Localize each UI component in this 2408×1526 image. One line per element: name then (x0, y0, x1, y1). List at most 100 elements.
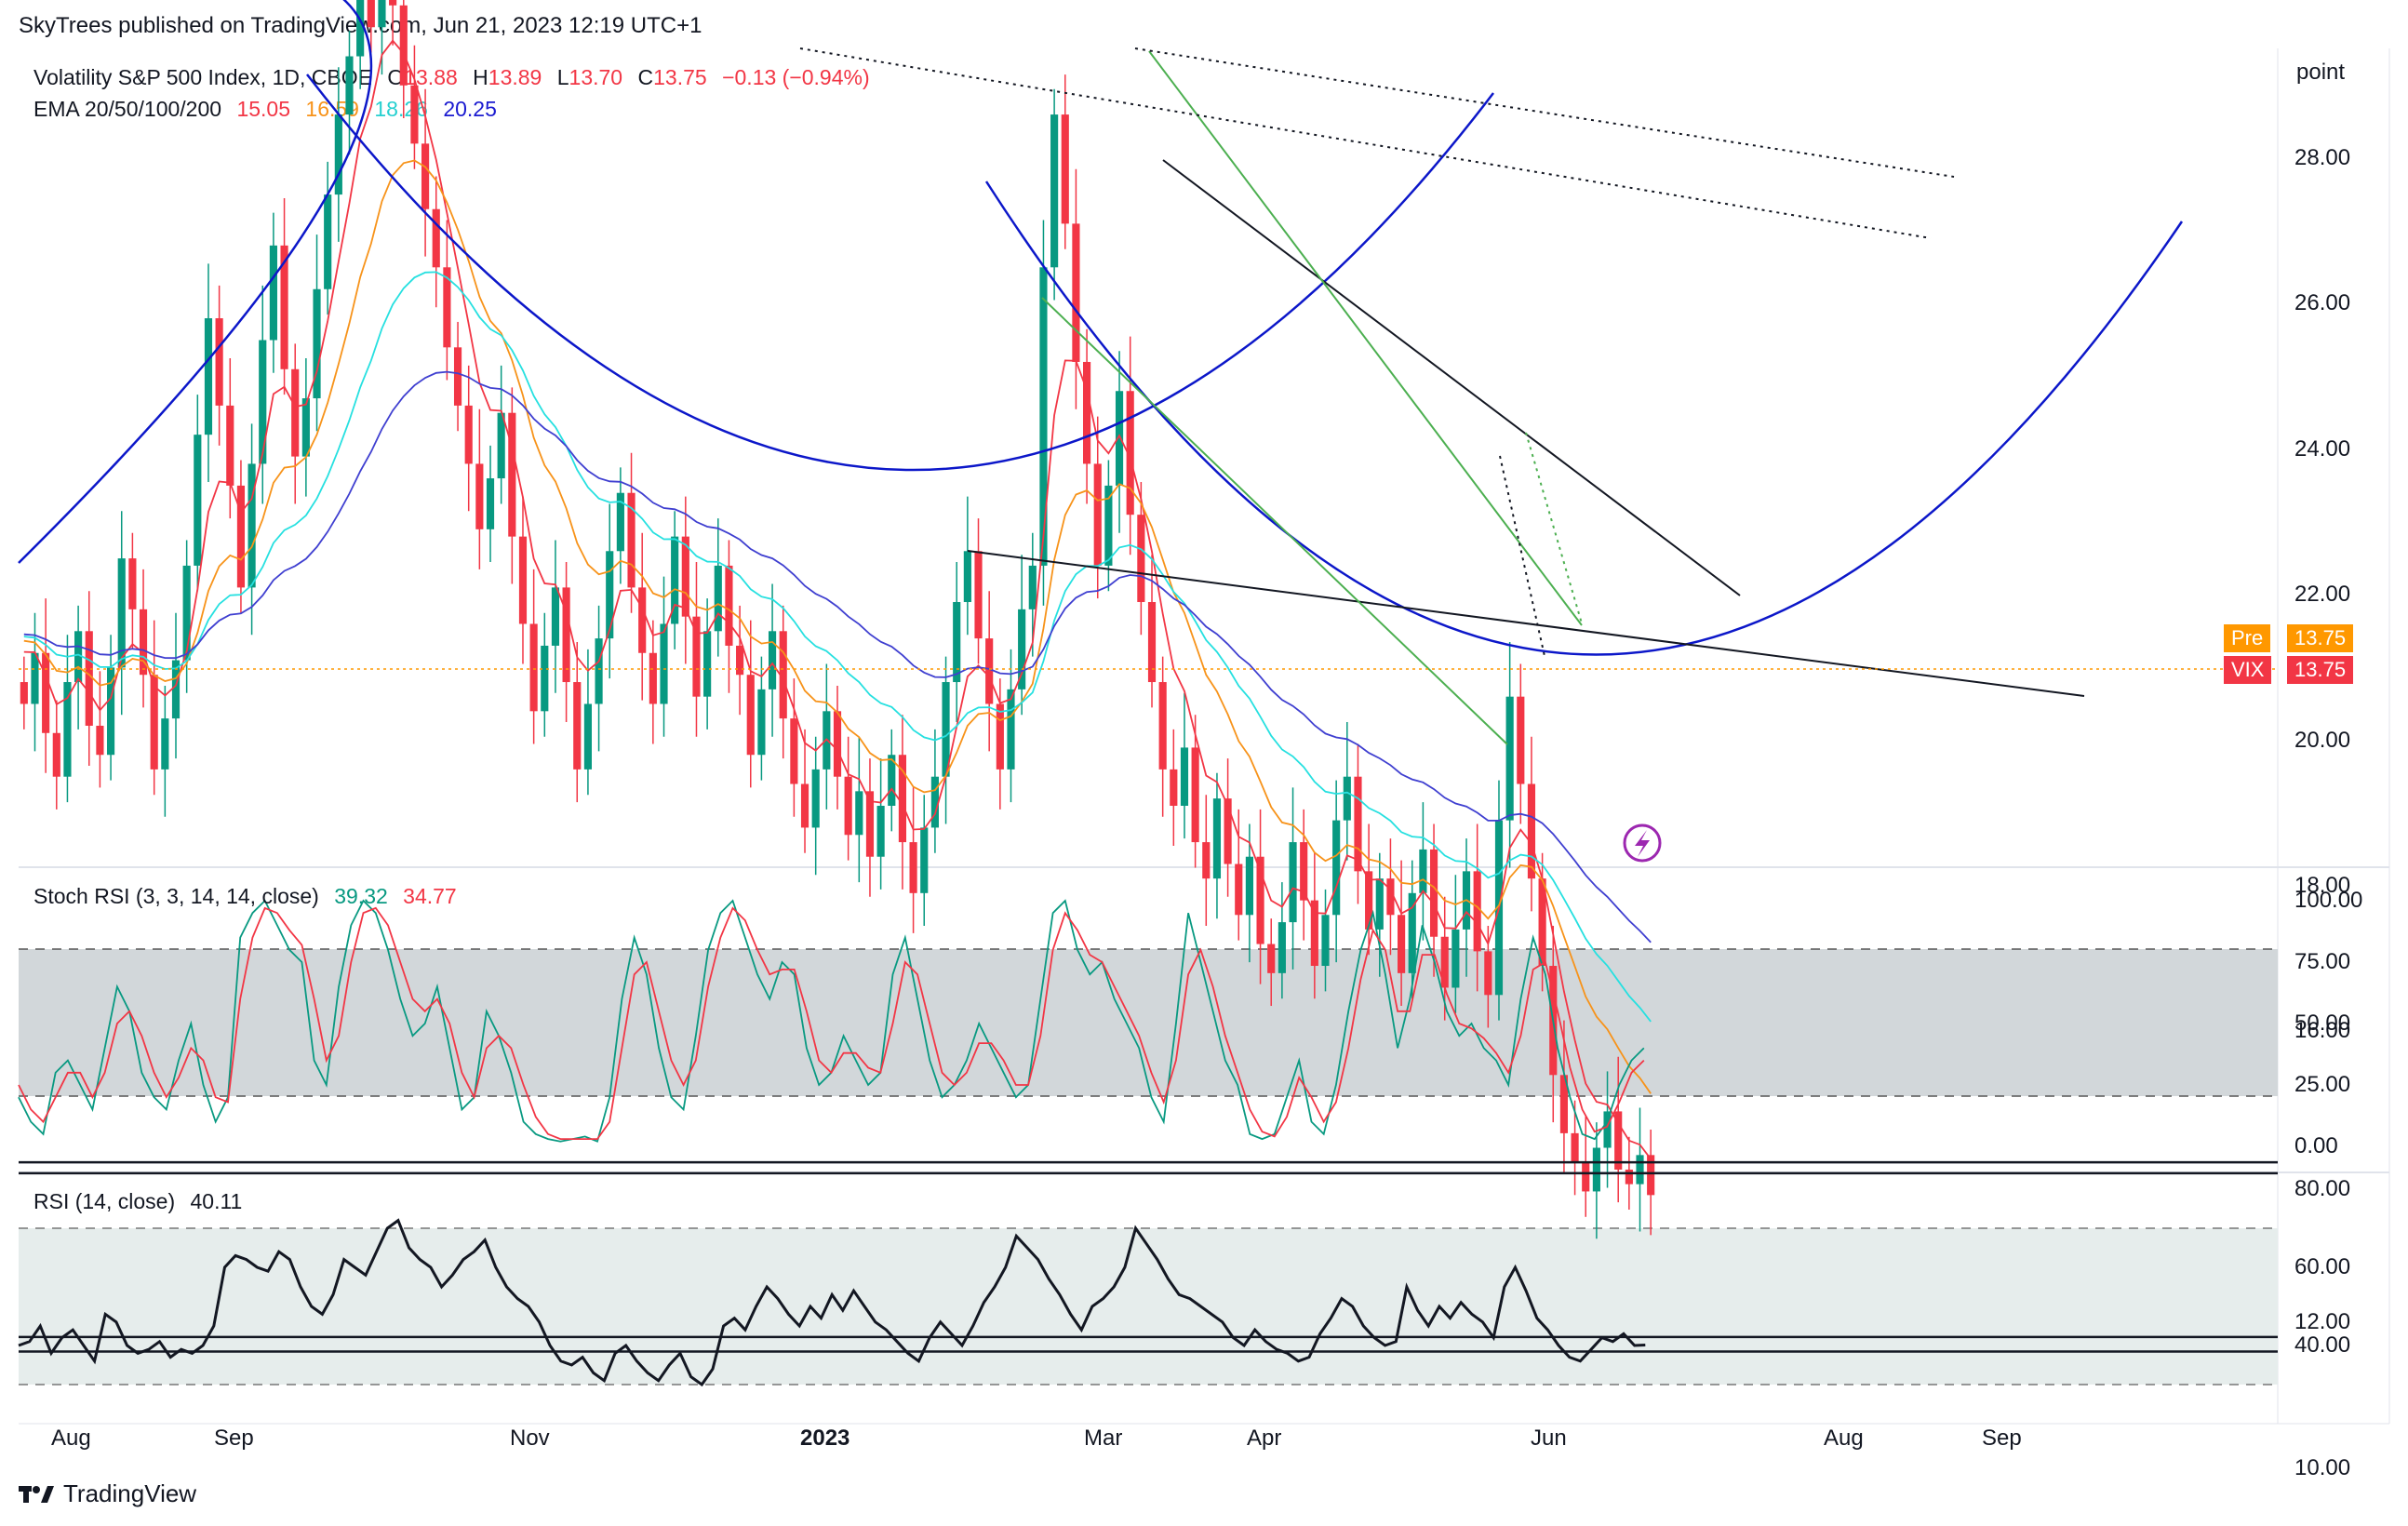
candle-body (63, 682, 72, 777)
price-tick-label: 20.00 (2294, 727, 2351, 753)
vix-tag-value: 13.75 (2287, 656, 2354, 684)
candle-body (985, 638, 994, 704)
candle-body (139, 609, 148, 676)
ema-label: EMA 20/50/100/200 (33, 97, 222, 121)
candle-body (1007, 689, 1015, 770)
candle-body (1180, 747, 1189, 806)
candle-body (1505, 696, 1514, 821)
candle-body (96, 725, 104, 756)
candle-body (1126, 391, 1134, 515)
stoch-tick-label: 0.00 (2294, 1133, 2338, 1158)
ohlc-close: C13.75 (637, 65, 707, 89)
candle-body (1072, 223, 1080, 362)
candle-body (1386, 878, 1395, 916)
candle-body (1517, 696, 1525, 784)
candle-body (236, 485, 246, 588)
candle-body (1212, 798, 1222, 879)
candle-body (1235, 863, 1243, 916)
candle-body (844, 776, 852, 836)
candle-body (833, 711, 842, 777)
candle-body (876, 805, 885, 857)
candle-body (725, 565, 733, 646)
candle-body (1473, 871, 1481, 952)
candle-body (1018, 609, 1026, 689)
candle-body (703, 631, 712, 697)
green-trendline-2 (1041, 297, 1508, 745)
candle-body (1104, 485, 1113, 566)
rsi-tick-label: 40.00 (2294, 1332, 2351, 1358)
candle-body (779, 631, 787, 719)
candle-body (215, 318, 223, 406)
pre-tag-value: 13.75 (2287, 624, 2354, 652)
candle-body (1408, 892, 1416, 973)
candle-body (616, 492, 624, 552)
candle-body (930, 776, 939, 828)
candle-body (1398, 915, 1406, 973)
time-tick-label: Sep (214, 1426, 254, 1451)
tradingview-logo-icon (19, 1485, 54, 1503)
main-legend: Volatility S&P 500 Index, 1D, CBOE O13.8… (33, 65, 879, 90)
candle-body (953, 602, 961, 683)
rsi-legend: RSI (14, close) 40.11 (33, 1189, 251, 1214)
ema200-value: 20.25 (443, 97, 497, 121)
candle-body (920, 827, 929, 893)
rsi-value: 40.11 (190, 1189, 243, 1213)
candle-body (1289, 842, 1297, 923)
candle-body (790, 718, 798, 784)
candle-body (638, 587, 647, 653)
candle-body (541, 645, 549, 712)
candle-body (226, 405, 234, 486)
rsi-band (19, 1228, 2278, 1385)
rsi-title: RSI (14, close) (33, 1189, 176, 1213)
candle-body (649, 652, 657, 704)
candle-body (1484, 951, 1492, 996)
candle-body (692, 616, 701, 697)
ema20-value: 15.05 (236, 97, 291, 121)
candle-body (475, 463, 484, 529)
flash-icon[interactable] (1623, 823, 1662, 863)
candle-body (1538, 878, 1546, 967)
candle-body (1061, 114, 1069, 224)
candle-body (757, 689, 766, 756)
candle-body (1224, 798, 1232, 864)
candle-body (378, 0, 386, 28)
ohlc-low: L13.70 (556, 65, 623, 89)
candle-body (204, 318, 213, 435)
candle-body (421, 143, 430, 209)
candle-body (52, 732, 60, 777)
candle-body (171, 660, 181, 719)
time-tick-label: Aug (51, 1426, 91, 1451)
time-tick-label: Aug (1824, 1426, 1864, 1451)
candle-body (1245, 856, 1253, 916)
candle-body (345, 56, 354, 115)
horizontal-levels (19, 1160, 2278, 1353)
candles-group (20, 0, 1655, 1239)
candle-body (671, 536, 679, 624)
candle-body (529, 623, 538, 712)
stoch-legend: Stoch RSI (3, 3, 14, 14, close) 39.32 34… (33, 884, 466, 909)
time-tick-label: Apr (1247, 1426, 1282, 1451)
dotted-drop-1 (1499, 455, 1545, 657)
candle-body (1050, 114, 1059, 268)
candle-body (150, 675, 158, 770)
candle-body (259, 340, 267, 464)
time-tick-label: Mar (1084, 1426, 1123, 1451)
candle-body (410, 85, 419, 144)
candle-body (367, 0, 375, 28)
price-tick-label: 12.00 (2294, 1309, 2351, 1335)
candle-body (583, 703, 592, 770)
tradingview-logo[interactable]: TradingView (19, 1479, 196, 1508)
stoch-band (19, 949, 2278, 1096)
candle-body (1440, 936, 1449, 988)
dotted-drop-2 (1525, 432, 1583, 624)
rsi-line (18, 1218, 1646, 1387)
candle-body (453, 347, 462, 406)
candle-body (182, 565, 191, 661)
candle-body (898, 755, 907, 843)
candle-body (627, 492, 635, 588)
vix-tag-label: VIX (2224, 656, 2272, 684)
stoch-d-value: 34.77 (403, 884, 457, 908)
candle-body (31, 652, 39, 704)
candle-body (1137, 515, 1145, 603)
